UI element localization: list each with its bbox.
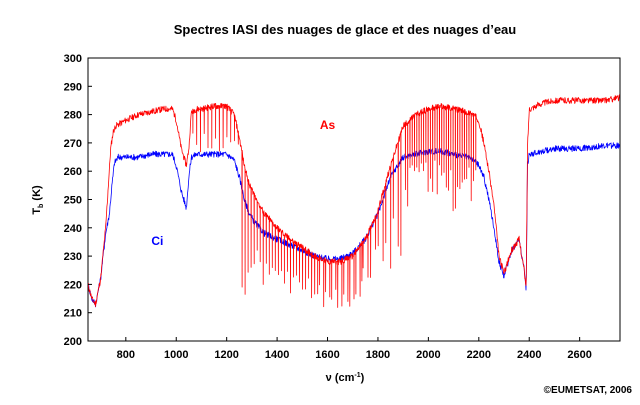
y-tick-label: 270: [64, 138, 82, 150]
x-tick-label: 2400: [517, 349, 541, 361]
data-layer: [88, 94, 620, 308]
y-tick-label: 250: [64, 195, 82, 207]
x-axis-label-superscript: -1: [354, 372, 360, 379]
x-tick-label: 1600: [315, 349, 339, 361]
series-as: [88, 94, 620, 308]
y-axis-label-subscript: b: [38, 204, 45, 208]
series-line-as: [88, 94, 620, 308]
y-axis-label-unit: (K): [31, 185, 43, 204]
x-tick-label: 800: [117, 349, 135, 361]
annotation-as: As: [320, 118, 336, 132]
x-axis-label: ν (cm-1): [326, 372, 365, 384]
y-axis-label-main: T: [31, 208, 43, 215]
y-tick-label: 260: [64, 166, 82, 178]
y-tick-label: 230: [64, 251, 82, 263]
x-tick-label: 1400: [265, 349, 289, 361]
y-tick-label: 290: [64, 81, 82, 93]
annotation-layer: As Ci: [151, 118, 335, 248]
y-tick-label: 300: [64, 53, 82, 65]
y-tick-label: 240: [64, 223, 82, 235]
annotation-ci: Ci: [151, 234, 163, 248]
y-tick-label: 220: [64, 279, 82, 291]
y-tick-label: 280: [64, 110, 82, 122]
y-tick-label: 200: [64, 336, 82, 348]
x-tick-label: 1000: [164, 349, 188, 361]
x-axis-label-end: ): [361, 372, 365, 384]
chart-title: Spectres IASI des nuages de glace et des…: [174, 22, 517, 37]
y-axis-label: Tb (K): [31, 185, 45, 215]
x-tick-label: 1800: [366, 349, 390, 361]
x-axis-label-main: ν (cm: [326, 372, 355, 384]
y-tick-label: 210: [64, 308, 82, 320]
x-tick-label: 2600: [567, 349, 591, 361]
x-tick-label: 2000: [416, 349, 440, 361]
x-tick-label: 1200: [214, 349, 238, 361]
copyright-notice: ©EUMETSAT, 2006: [544, 385, 633, 396]
axis-layer: 800 1000 1200 1400 1600 1800 2000 2200 2400 2600 2…: [64, 53, 592, 361]
x-tick-label: 2200: [467, 349, 491, 361]
